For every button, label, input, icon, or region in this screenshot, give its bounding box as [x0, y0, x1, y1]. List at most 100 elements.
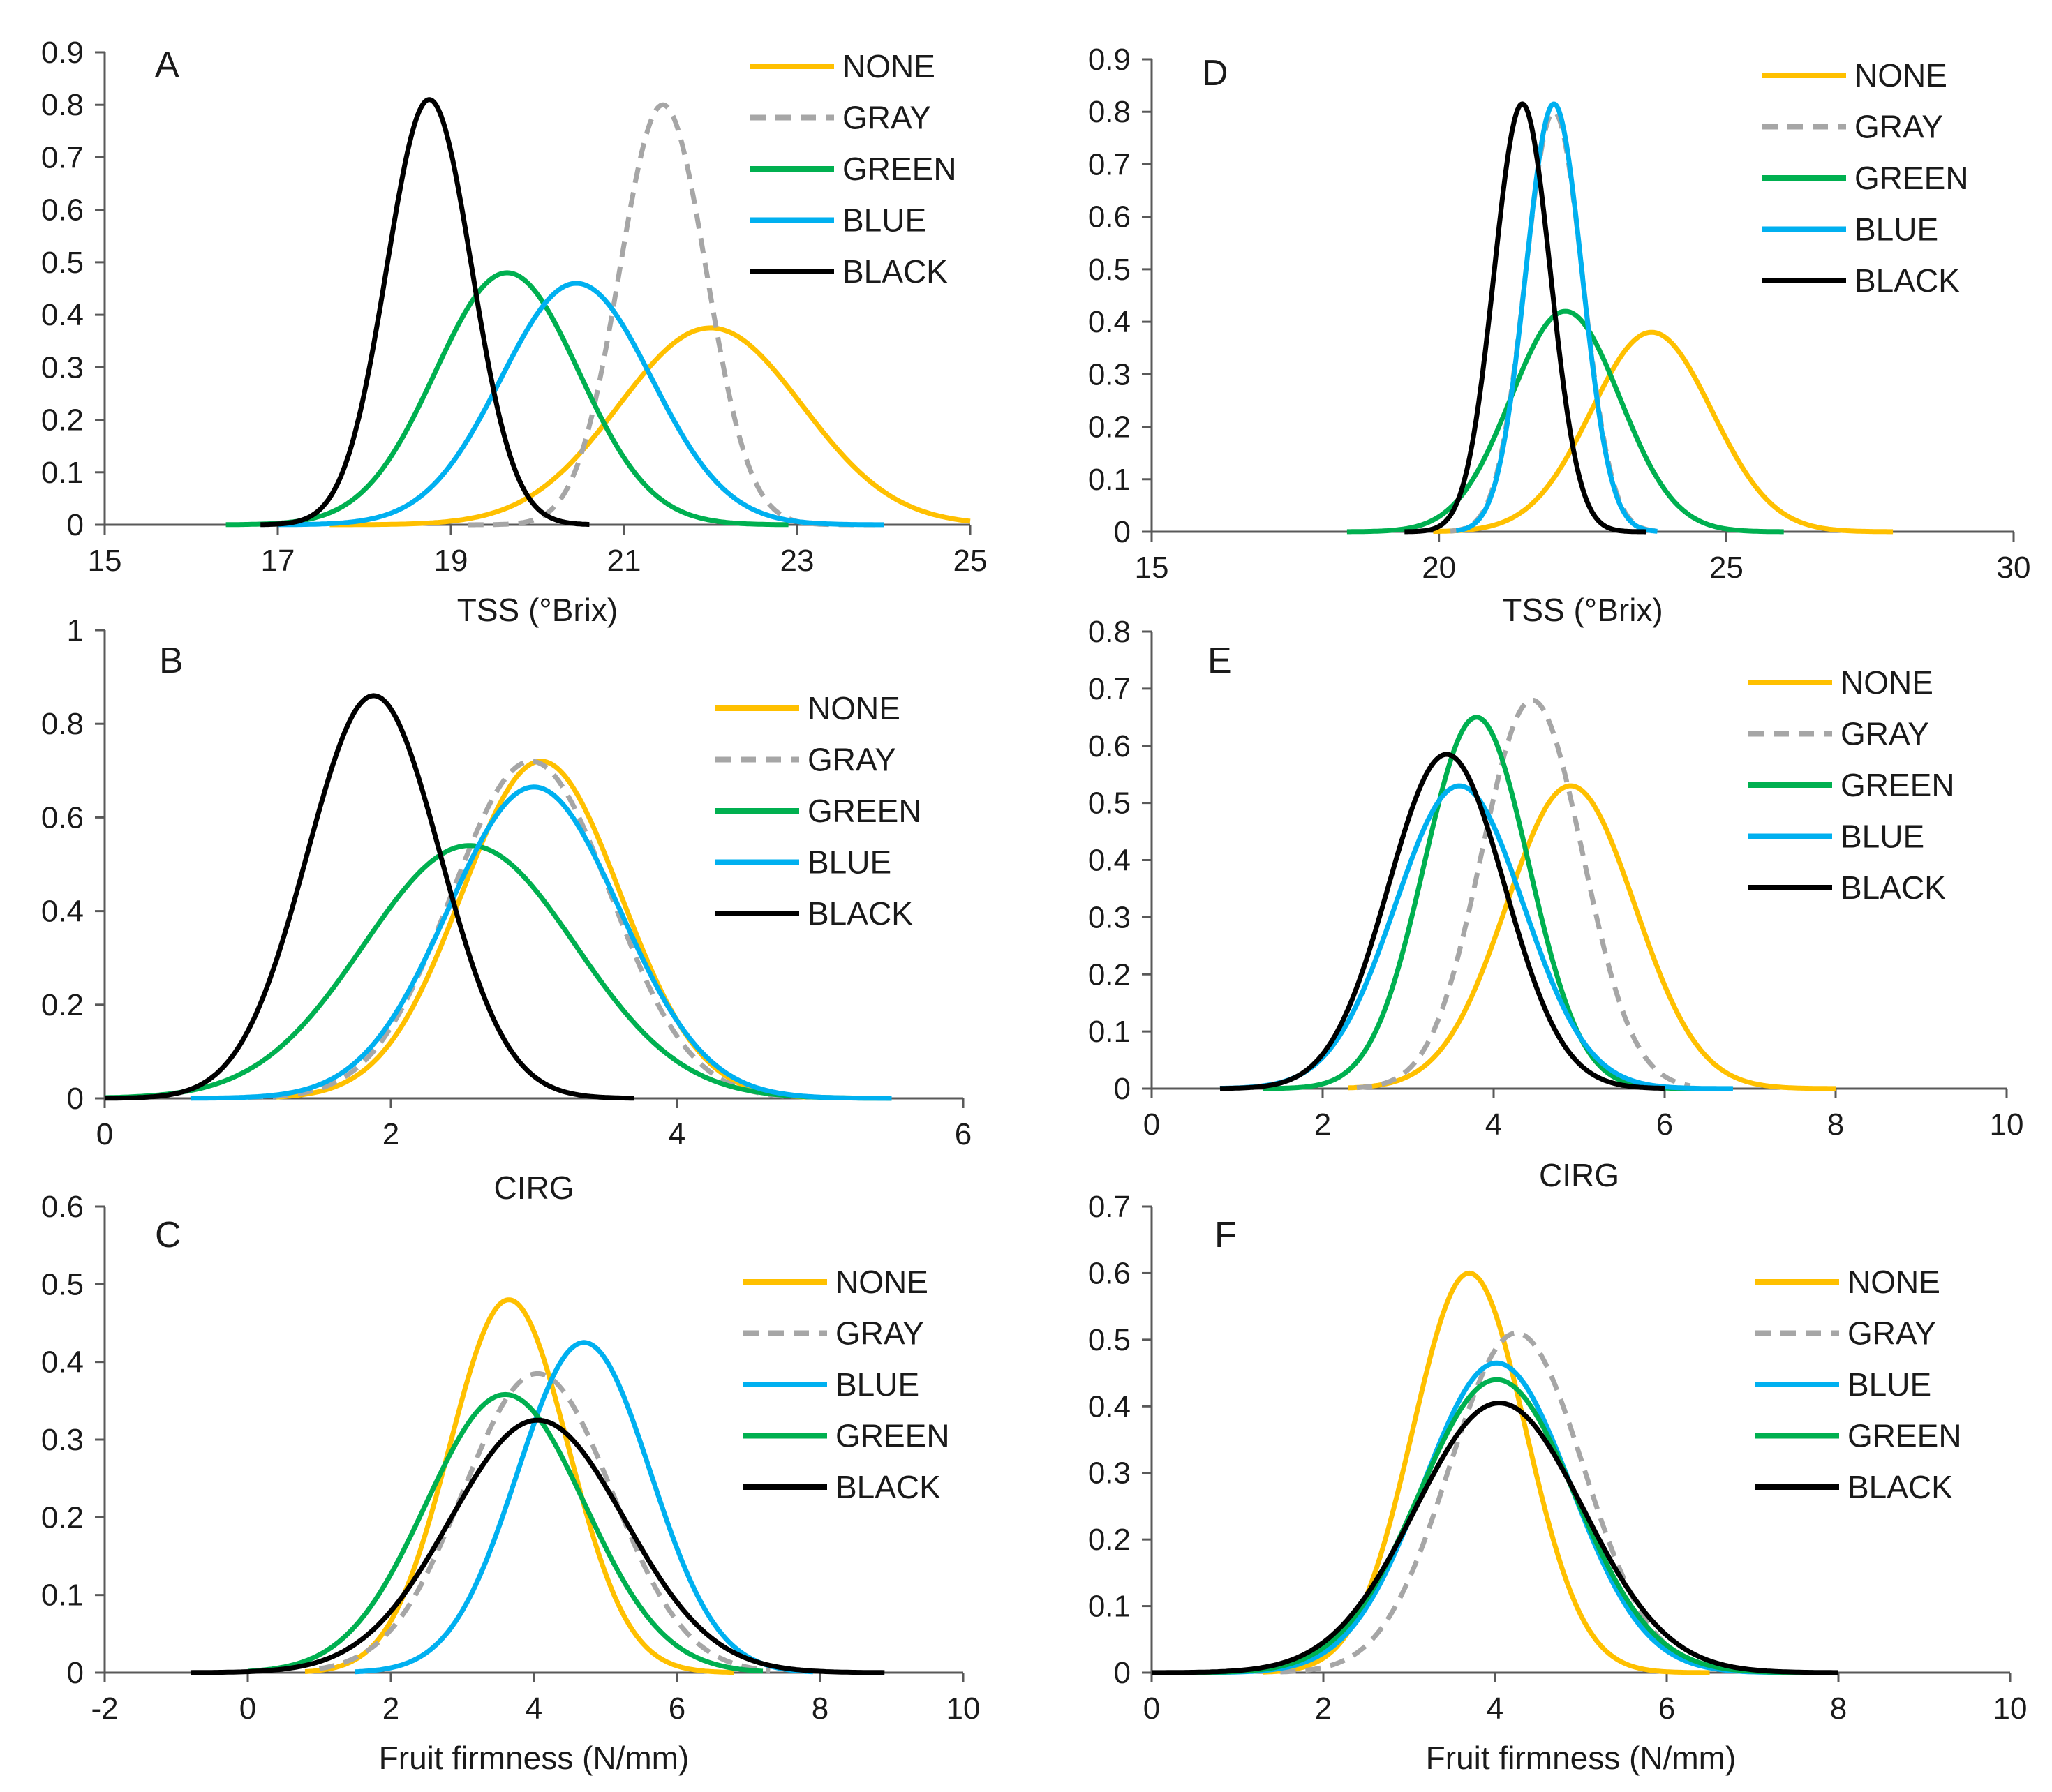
legend-label-green: GREEN — [835, 1418, 950, 1454]
legend-label-blue: BLUE — [835, 1366, 919, 1403]
series-black-curve — [190, 1417, 885, 1675]
legend-label-gray: GRAY — [1841, 716, 1929, 752]
y-tick-label: 0.8 — [41, 88, 84, 122]
legend-label-green: GREEN — [1841, 767, 1955, 803]
legend: NONE GRAY GREEN BLUE BLACK — [715, 690, 922, 932]
series-none-curve — [329, 325, 971, 528]
x-tick-label: 6 — [1658, 1692, 1675, 1726]
y-tick-label: 0.1 — [41, 456, 84, 490]
x-tick-label: 21 — [607, 544, 641, 578]
y-tick-label: 0.6 — [41, 800, 84, 835]
y-tick-label: 0 — [1114, 1656, 1131, 1690]
y-tick-label: 0.9 — [1088, 43, 1131, 77]
y-tick-label: 0.6 — [1088, 729, 1131, 763]
x-tick-label: 4 — [526, 1692, 542, 1726]
legend-label-none: NONE — [835, 1264, 928, 1300]
legend-label-none: NONE — [1841, 664, 1933, 701]
x-tick-label: 15 — [88, 544, 122, 578]
x-axis-title: Fruit firmness (N/mm) — [1426, 1740, 1737, 1776]
x-tick-label: 6 — [669, 1692, 685, 1726]
x-tick-label: 2 — [1314, 1107, 1331, 1142]
x-tick-label: 0 — [96, 1117, 113, 1151]
y-tick-label: 0.5 — [1088, 1323, 1131, 1357]
y-tick-label: 0.2 — [1088, 957, 1131, 992]
legend-label-black: BLACK — [842, 253, 948, 290]
y-tick-label: 0.3 — [41, 1423, 84, 1457]
series-black-curve — [1403, 101, 1648, 535]
y-tick-label: 0.7 — [1088, 147, 1131, 181]
y-tick-label: 0.3 — [1088, 900, 1131, 934]
series-blue-curve — [354, 1340, 814, 1675]
panel-a: 0 0.1 0.2 0.3 0.4 0.5 0.6 0.7 0.8 0.9 15 17 19 21 23 25… — [41, 36, 988, 628]
x-tick-label: 2 — [1315, 1692, 1332, 1726]
y-tick-label: 0 — [67, 1656, 84, 1690]
x-tick-label: 23 — [780, 544, 815, 578]
legend-label-none: NONE — [842, 48, 935, 84]
y-tick-label: 0.2 — [41, 1500, 84, 1535]
panel-letter: F — [1214, 1215, 1237, 1255]
y-tick-label: 0.5 — [41, 246, 84, 280]
x-tick-label: 15 — [1135, 551, 1169, 585]
x-tick-label: 8 — [812, 1692, 828, 1726]
panel-f: 0 0.1 0.2 0.3 0.4 0.5 0.6 0.7 0 2 4 6 8 10 Fruit firmn… — [1088, 1190, 2028, 1776]
x-tick-label: 0 — [239, 1692, 256, 1726]
legend-label-black: BLACK — [808, 895, 913, 932]
legend: NONE GRAY GREEN BLUE BLACK — [1748, 664, 1955, 906]
panel-b: 0 0.2 0.4 0.6 0.8 1 0 2 4 6 CIRG B NONE GRAY GREEN BLUE… — [41, 613, 972, 1206]
legend-label-green: GREEN — [1847, 1418, 1962, 1454]
series-green-curve — [225, 270, 789, 528]
y-tick-label: 0.1 — [1088, 463, 1131, 497]
series-blue-curve — [1211, 1360, 1796, 1675]
x-tick-label: 17 — [261, 544, 295, 578]
x-axis-title: TSS (°Brix) — [457, 592, 618, 628]
x-tick-label: 4 — [1485, 1107, 1502, 1142]
legend-label-black: BLACK — [1847, 1469, 1953, 1505]
y-tick-label: 0 — [67, 508, 84, 542]
panel-letter: A — [155, 45, 179, 85]
legend-label-blue: BLUE — [1841, 819, 1924, 855]
legend-label-none: NONE — [1854, 57, 1947, 94]
y-tick-label: 0.5 — [1088, 253, 1131, 287]
x-axis-title: TSS (°Brix) — [1502, 592, 1663, 628]
x-tick-label: 2 — [382, 1117, 399, 1151]
y-tick-label: 0.6 — [41, 193, 84, 227]
series-green-curve — [1194, 1377, 1813, 1675]
y-tick-label: 0.4 — [41, 298, 84, 332]
series-blue-curve — [190, 784, 892, 1101]
legend: NONE GRAY GREEN BLUE BLACK — [1762, 57, 1969, 299]
series-green-curve — [1262, 715, 1700, 1091]
legend-label-green: GREEN — [1854, 160, 1969, 196]
panel-letter: C — [155, 1215, 181, 1255]
y-tick-label: 0.2 — [1088, 1523, 1131, 1557]
y-tick-label: 1 — [67, 613, 84, 648]
legend-label-gray: GRAY — [842, 100, 931, 136]
y-tick-label: 0.6 — [1088, 1256, 1131, 1290]
legend-label-none: NONE — [808, 690, 900, 726]
series-green-curve — [247, 1391, 764, 1674]
series-green-curve — [1346, 308, 1785, 535]
y-tick-label: 0.6 — [41, 1190, 84, 1224]
legend-label-green: GREEN — [808, 793, 922, 829]
y-tick-label: 0.7 — [41, 140, 84, 174]
panel-letter: E — [1207, 641, 1232, 681]
x-tick-label: 25 — [1709, 551, 1744, 585]
x-tick-label: 4 — [669, 1117, 685, 1151]
y-tick-label: 0.7 — [1088, 1190, 1131, 1224]
y-tick-label: 0.4 — [41, 1345, 84, 1380]
x-tick-label: 8 — [1827, 1107, 1844, 1142]
y-tick-label: 0.1 — [41, 1578, 84, 1613]
y-tick-label: 0 — [1114, 515, 1131, 549]
legend-label-gray: GRAY — [808, 742, 896, 778]
legend-label-blue: BLUE — [1854, 211, 1938, 248]
series-gray-curve — [247, 759, 792, 1100]
y-tick-label: 0.3 — [1088, 1456, 1131, 1491]
x-tick-label: 10 — [1993, 1692, 2028, 1726]
series-blue-curve — [1455, 101, 1659, 534]
legend-label-gray: GRAY — [1847, 1315, 1936, 1352]
panel-e: 0 0.1 0.2 0.3 0.4 0.5 0.6 0.7 0.8 0 2 4 6 8 10 CIRG E NON… — [1088, 615, 2024, 1193]
x-axis-title: Fruit firmness (N/mm) — [379, 1740, 690, 1776]
legend-label-black: BLACK — [1841, 869, 1946, 906]
y-tick-label: 0.7 — [1088, 672, 1131, 706]
legend: NONE GRAY GREEN BLUE BLACK — [750, 48, 957, 290]
